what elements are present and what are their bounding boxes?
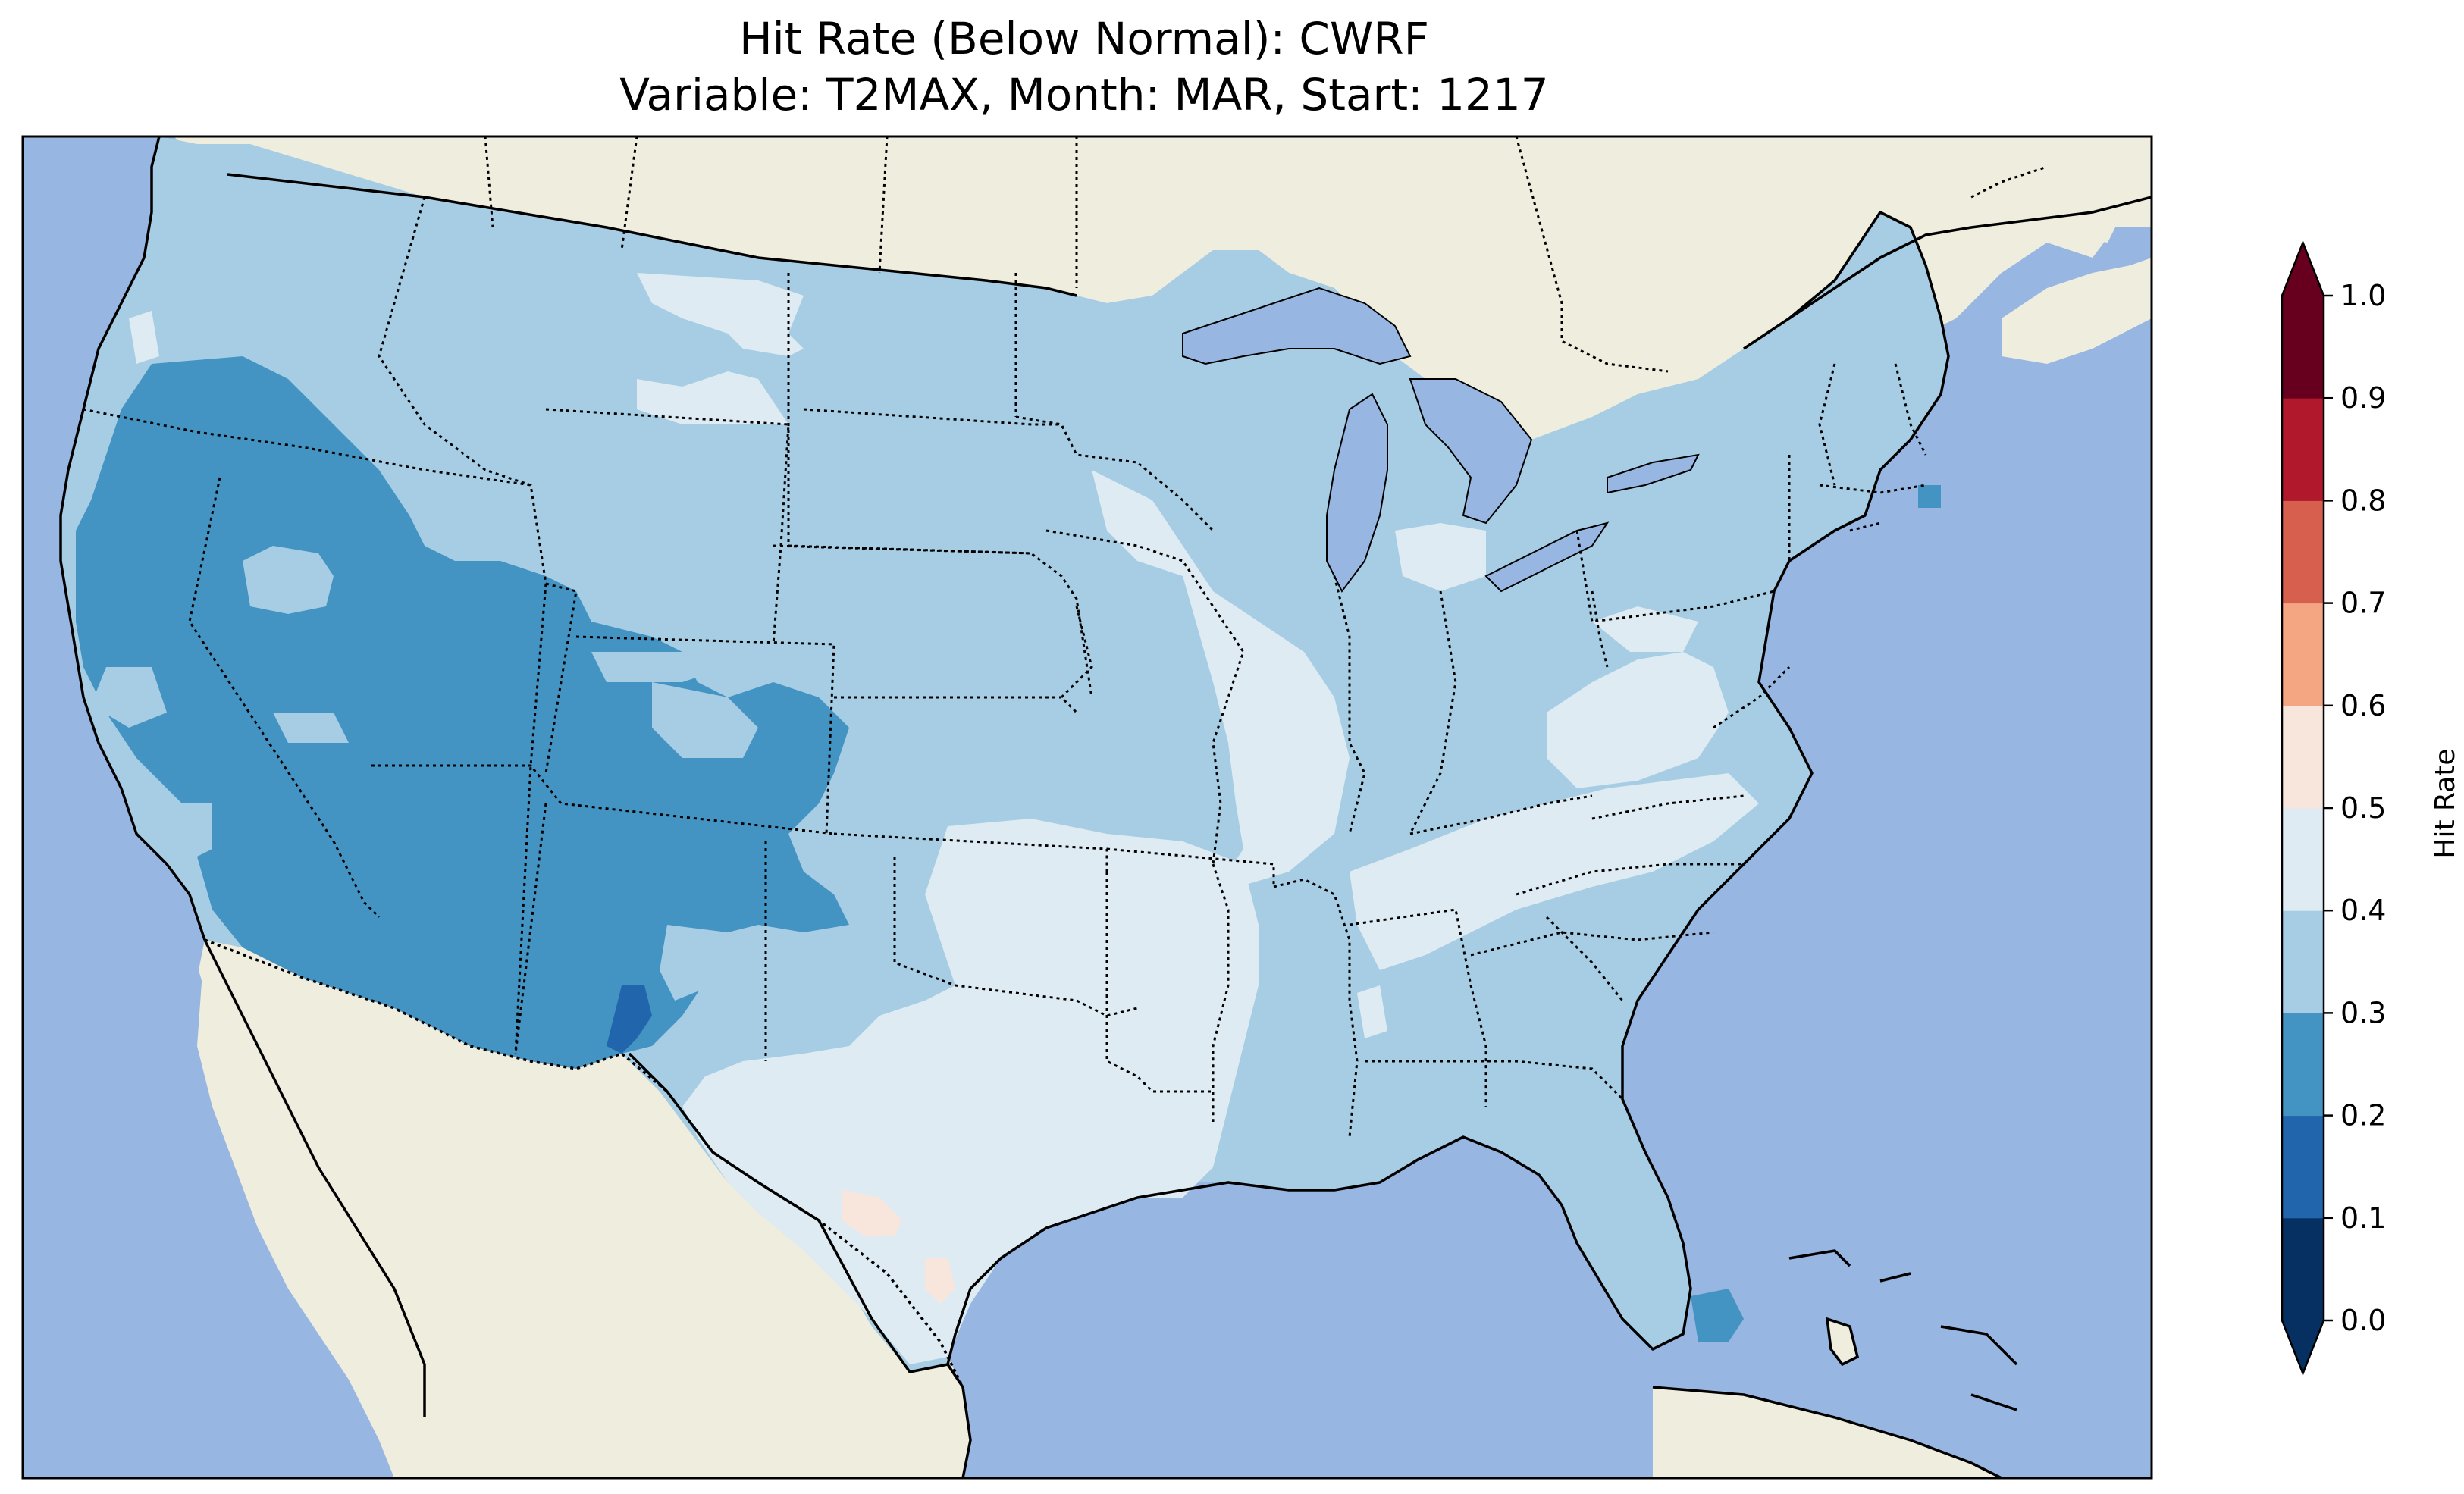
colorbar-tick-label: 0.6	[2340, 689, 2386, 722]
island-outlines	[1788, 1249, 2018, 1411]
colorbar-ticks: 0.0 0.1 0.2 0.3 0.4 0.5 0.6 0.7 0.8 0.9 1.0	[2324, 279, 2386, 1337]
colorbar-tick-label: 0.3	[2340, 996, 2386, 1029]
canada-land	[174, 136, 2152, 576]
lake-michigan	[1326, 393, 1388, 593]
colorbar-bin	[2282, 603, 2324, 706]
hit-rate-0.1-0.2-region	[607, 985, 652, 1054]
colorbar-bin	[2282, 296, 2324, 399]
colorbar-tick-label: 0.4	[2340, 894, 2386, 927]
colorbar-tick-label: 0.1	[2340, 1201, 2386, 1235]
map-title-line-1: Hit Rate (Below Normal): CWRF	[739, 13, 1429, 64]
lake-superior	[1182, 287, 1412, 365]
colorbar-tick-label: 1.0	[2340, 279, 2386, 312]
colorbar-tick-label: 0.2	[2340, 1099, 2386, 1132]
great-lakes	[1182, 287, 1700, 593]
state-borders	[83, 196, 1927, 1138]
colorbar-tick-label: 0.9	[2340, 381, 2386, 415]
coastlines	[59, 136, 2152, 1478]
colorbar-under-arrow	[2282, 1320, 2324, 1373]
hit-rate-0.4-0.5-regions	[129, 273, 1759, 1364]
florida-tip-patch	[1691, 1289, 1744, 1342]
us-mexico-border	[204, 938, 964, 1388]
colorbar-tick-label: 0.5	[2340, 791, 2386, 825]
cuba-land	[1653, 1387, 2002, 1478]
hit-rate-0.2-0.3-regions	[76, 356, 849, 1069]
map-frame	[21, 135, 2153, 1480]
colorbar-bin	[2282, 1115, 2324, 1219]
colorbar-tick-label: 0.0	[2340, 1304, 2386, 1337]
lake-erie	[1484, 521, 1610, 593]
map-axes	[23, 136, 2152, 1478]
lake-huron	[1409, 378, 1533, 525]
maine-coast-patch	[1918, 485, 1941, 508]
colorbar-bins	[2282, 296, 2324, 1321]
us-canada-border	[227, 173, 1077, 297]
inner-light-patches	[91, 546, 758, 1001]
colorbar-tick-label: 0.7	[2340, 587, 2386, 620]
colorbar: 0.0 0.1 0.2 0.3 0.4 0.5 0.6 0.7 0.8 0.9 1.0 Hit Ra…	[2281, 240, 2461, 1377]
baja-land	[199, 940, 425, 1425]
colorbar-over-arrow	[2282, 243, 2324, 296]
colorbar-bin	[2282, 1217, 2324, 1321]
hit-rate-0.5-0.6-regions	[842, 1190, 955, 1304]
colorbar-bin	[2282, 705, 2324, 809]
maritimes-land	[2002, 258, 2152, 364]
colorbar-tick-label: 0.8	[2340, 484, 2386, 517]
colorbar-bin	[2282, 808, 2324, 911]
colorbar-label: Hit Rate	[2430, 748, 2461, 858]
map-title-line-2: Variable: T2MAX, Month: MAR, Start: 1217	[619, 69, 1549, 121]
colorbar-bin	[2282, 398, 2324, 501]
colorbar-bin	[2282, 500, 2324, 604]
lake-ontario	[1607, 453, 1700, 494]
colorbar-bin	[2282, 910, 2324, 1013]
colorbar-bin	[2282, 1013, 2324, 1117]
